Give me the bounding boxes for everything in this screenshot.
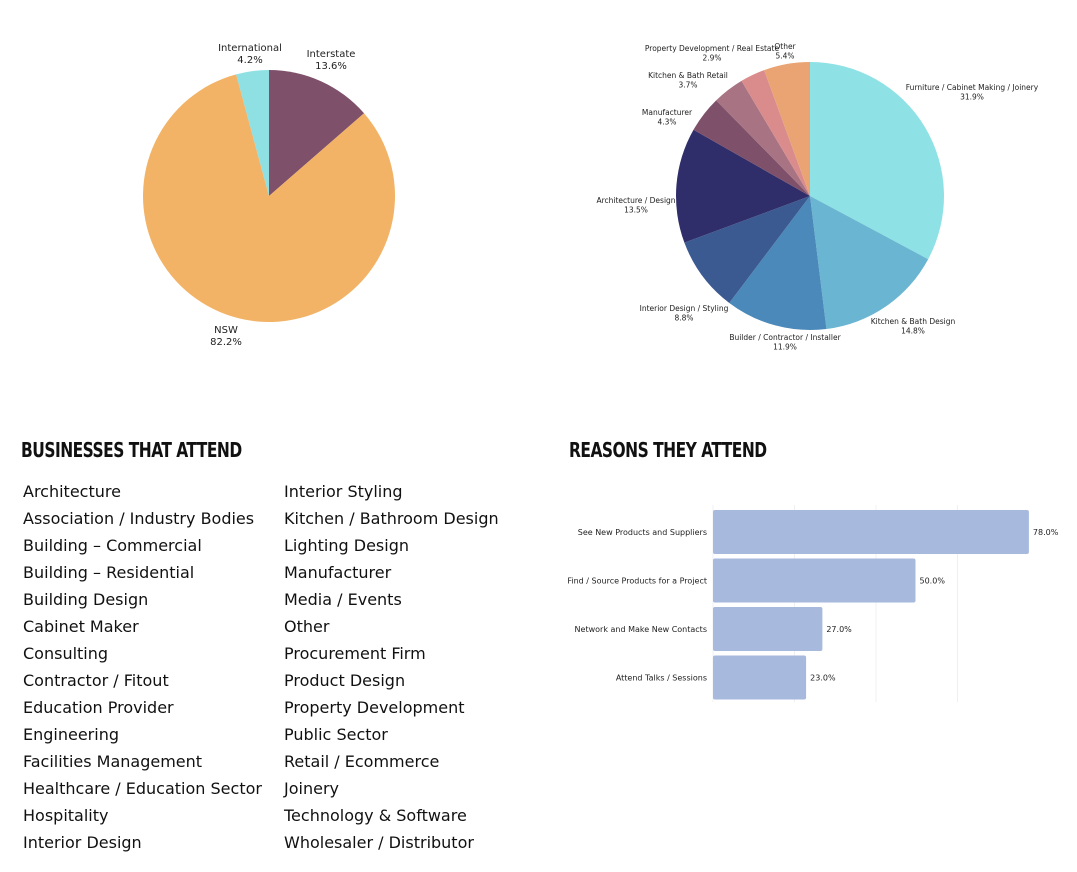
business-pie-slice-label: Kitchen & Bath Retail [648,71,728,80]
business-item: Manufacturer [284,563,392,582]
business-pie-slice-manufacturer [693,100,810,196]
business-pie-slice-percent: 4.3% [657,118,676,127]
business-item: Interior Design [23,833,142,852]
business-item: Media / Events [284,590,402,609]
business-pie-slice-percent: 13.5% [624,206,648,215]
reason-bar-see-new-products-and-suppliers [713,510,1029,554]
reason-category-label: Find / Source Products for a Project [567,577,707,586]
reason-category-label: See New Products and Suppliers [578,528,707,537]
origin-pie-slice-label: Interstate [307,49,356,60]
business-item: Kitchen / Bathroom Design [284,509,499,528]
business-item: Education Provider [23,698,174,717]
business-pie-slice-label: Manufacturer [642,108,693,117]
reason-bar-attend-talks-sessions [713,655,807,700]
reason-value-label: 50.0% [920,577,946,586]
business-item: Lighting Design [284,536,409,555]
business-item: Contractor / Fitout [23,671,169,690]
origin-pie-slice-percent: 4.2% [237,55,262,66]
business-item: Facilities Management [23,752,203,771]
business-item: Building – Commercial [23,536,202,555]
business-pie-slice-label: Furniture / Cabinet Making / Joinery [906,83,1039,92]
business-pie-slice-percent: 3.7% [678,81,697,90]
business-pie-slice-kitchen-bath-design [810,196,929,329]
business-item: Property Development [284,698,465,717]
business-item: Public Sector [284,725,388,744]
business-pie-slice-property-development-real-estate [741,70,810,196]
business-item: Retail / Ecommerce [284,752,440,771]
business-pie-slice-percent: 14.8% [901,327,925,336]
business-item: Technology & Software [284,806,467,825]
business-pie-slice-label: Builder / Contractor / Installer [729,333,841,342]
reason-category-label: Network and Make New Contacts [575,625,707,634]
reason-value-label: 23.0% [810,674,836,683]
business-item: Architecture [23,482,121,501]
business-item: Consulting [23,644,109,663]
origin-pie-slice-international [236,70,269,196]
reason-bar-find-source-products-for-a-project [713,558,916,603]
reasons-bar-chart: See New Products and Suppliers 78.0% Find … [567,505,1059,702]
reason-category-label: Attend Talks / Sessions [616,674,707,683]
reasons-heading: REASONS THEY ATTEND [569,438,767,462]
reason-bar-network-and-make-new-contacts [713,607,823,651]
businesses-list-right: Interior Styling Kitchen / Bathroom Desig… [284,482,499,860]
reason-value-label: 27.0% [826,625,852,634]
businesses-heading: BUSINESSES THAT ATTEND [21,438,242,462]
businesses-list-left: Architecture Association / Industry Bodie… [23,482,262,860]
business-pie-slice-architecture-design [675,129,810,243]
business-pie-slice-interior-design-styling [684,196,810,303]
origin-pie-slice-percent: 13.6% [315,61,347,72]
business-pie-slice-percent: 2.9% [702,54,721,63]
business-pie-slice-label: Kitchen & Bath Design [871,317,956,326]
business-pie-slice-percent: 5.4% [775,52,794,61]
origin-pie-slice-percent: 82.2% [210,337,242,348]
reason-value-label: 78.0% [1033,528,1059,537]
business-pie-slice-percent: 31.9% [960,93,984,102]
business-pie-slice-kitchen-bath-retail [716,80,810,196]
business-type-pie-chart: Furniture / Cabinet Making / Joinery31.9… [596,42,1038,352]
business-item: Other [284,617,330,636]
business-pie-slice-label: Architecture / Design [596,196,675,205]
business-pie-slice-percent: 8.8% [674,314,693,323]
business-pie-slice-other [764,62,810,196]
business-item: Procurement Firm [284,644,426,663]
business-item: Healthcare / Education Sector [23,779,262,798]
business-item: Engineering [23,725,119,744]
business-item: Product Design [284,671,406,690]
origin-pie-slice-nsw [143,74,396,322]
origin-pie-slice-label: NSW [214,325,238,336]
business-item: Cabinet Maker [23,617,139,636]
business-item: Building Design [23,590,149,609]
business-pie-slice-label: Property Development / Real Estate [645,44,780,53]
business-pie-slice-percent: 11.9% [773,343,797,352]
business-item: Association / Industry Bodies [23,509,255,528]
business-pie-slice-label: Other [774,42,796,51]
origin-pie-slice-label: International [218,43,282,54]
business-item: Hospitality [23,806,109,825]
business-item: Wholesaler / Distributor [284,833,474,852]
business-pie-slice-furniture-cabinet-making-joinery [810,62,944,260]
origin-pie-slice-interstate [269,70,365,196]
business-item: Joinery [284,779,339,798]
business-pie-slice-builder-contractor-installer [729,196,827,331]
business-item: Interior Styling [284,482,403,501]
business-item: Building – Residential [23,563,195,582]
business-pie-slice-label: Interior Design / Styling [640,304,729,313]
